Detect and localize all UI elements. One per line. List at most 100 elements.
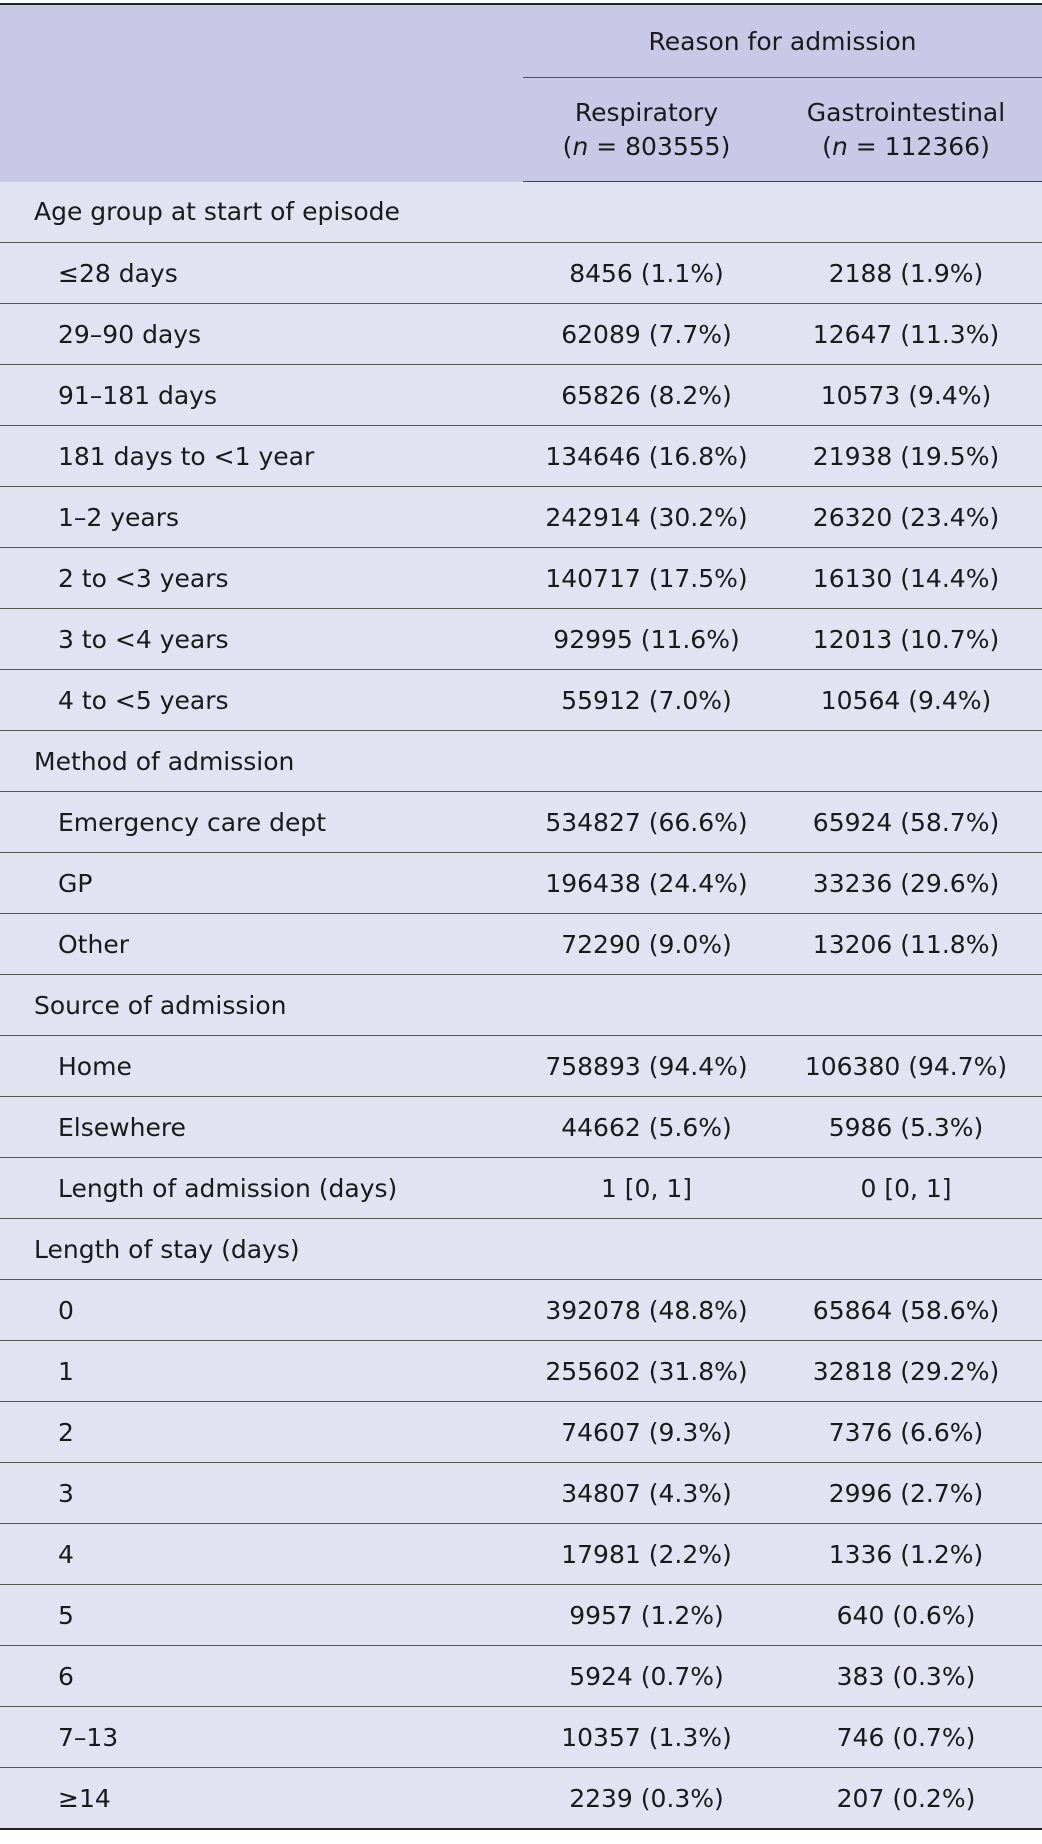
value-cell: 5986 (5.3%) <box>770 1096 1042 1158</box>
value-cell: 392078 (48.8%) <box>523 1279 770 1341</box>
empty-cell <box>770 1218 1042 1280</box>
data-row: Home 758893 (94.4%) 106380 (94.7%) <box>0 1035 1042 1097</box>
data-row: ≥14 2239 (0.3%) 207 (0.2%) <box>0 1768 1042 1830</box>
empty-cell <box>523 974 770 1036</box>
value-cell: 34807 (4.3%) <box>523 1462 770 1524</box>
corner-cell <box>0 4 523 182</box>
empty-cell <box>523 1218 770 1280</box>
value-cell: 10564 (9.4%) <box>770 669 1042 731</box>
data-row: Length of admission (days) 1 [0, 1] 0 [0, … <box>0 1157 1042 1219</box>
data-row: 181 days to <1 year 134646 (16.8%) 21938 (… <box>0 425 1042 487</box>
column-header: Respiratory (n = 803555) <box>523 77 770 182</box>
value-cell: 5924 (0.7%) <box>523 1645 770 1707</box>
data-row: 0 392078 (48.8%) 65864 (58.6%) <box>0 1279 1042 1341</box>
value-cell: 134646 (16.8%) <box>523 425 770 487</box>
row-label: 1 <box>0 1340 523 1402</box>
row-label: 7–13 <box>0 1706 523 1768</box>
value-cell: 21938 (19.5%) <box>770 425 1042 487</box>
data-row: 2 74607 (9.3%) 7376 (6.6%) <box>0 1401 1042 1463</box>
value-cell: 196438 (24.4%) <box>523 852 770 914</box>
row-label: Home <box>0 1035 523 1097</box>
row-label: GP <box>0 852 523 914</box>
value-cell: 1336 (1.2%) <box>770 1523 1042 1585</box>
data-row: 3 to <4 years 92995 (11.6%) 12013 (10.7%) <box>0 608 1042 670</box>
value-cell: 10573 (9.4%) <box>770 364 1042 426</box>
value-cell: 640 (0.6%) <box>770 1584 1042 1646</box>
section-row: Source of admission <box>0 974 1042 1036</box>
column-group-header: Reason for admission <box>523 4 1042 78</box>
row-label: 0 <box>0 1279 523 1341</box>
data-row: 29–90 days 62089 (7.7%) 12647 (11.3%) <box>0 303 1042 365</box>
value-cell: 16130 (14.4%) <box>770 547 1042 609</box>
page: {"header": {"group": "Reason for admissi… <box>0 3 1042 1844</box>
row-label: 29–90 days <box>0 303 523 365</box>
value-cell: 9957 (1.2%) <box>523 1584 770 1646</box>
value-cell: 55912 (7.0%) <box>523 669 770 731</box>
data-row: 5 9957 (1.2%) 640 (0.6%) <box>0 1584 1042 1646</box>
row-label: Emergency care dept <box>0 791 523 853</box>
row-label: 4 to <5 years <box>0 669 523 731</box>
row-label: ≤28 days <box>0 242 523 304</box>
data-row: Emergency care dept 534827 (66.6%) 65924 (… <box>0 791 1042 853</box>
empty-cell <box>770 974 1042 1036</box>
value-cell: 13206 (11.8%) <box>770 913 1042 975</box>
data-row: GP 196438 (24.4%) 33236 (29.6%) <box>0 852 1042 914</box>
data-row: 91–181 days 65826 (8.2%) 10573 (9.4%) <box>0 364 1042 426</box>
value-cell: 62089 (7.7%) <box>523 303 770 365</box>
section-row: Method of admission <box>0 730 1042 792</box>
value-cell: 140717 (17.5%) <box>523 547 770 609</box>
data-row: 6 5924 (0.7%) 383 (0.3%) <box>0 1645 1042 1707</box>
row-label: 3 <box>0 1462 523 1524</box>
value-cell: 7376 (6.6%) <box>770 1401 1042 1463</box>
section-title: Length of stay (days) <box>0 1218 523 1280</box>
value-cell: 26320 (23.4%) <box>770 486 1042 548</box>
value-cell: 92995 (11.6%) <box>523 608 770 670</box>
row-label: 2 to <3 years <box>0 547 523 609</box>
value-cell: 44662 (5.6%) <box>523 1096 770 1158</box>
value-cell: 2188 (1.9%) <box>770 242 1042 304</box>
value-cell: 65924 (58.7%) <box>770 791 1042 853</box>
value-cell: 0 [0, 1] <box>770 1157 1042 1219</box>
row-label: 2 <box>0 1401 523 1463</box>
value-cell: 12647 (11.3%) <box>770 303 1042 365</box>
column-count: (n = 112366) <box>822 131 990 161</box>
section-title: Age group at start of episode <box>0 181 523 243</box>
data-row: 4 17981 (2.2%) 1336 (1.2%) <box>0 1523 1042 1585</box>
data-row: Other 72290 (9.0%) 13206 (11.8%) <box>0 913 1042 975</box>
row-label: 181 days to <1 year <box>0 425 523 487</box>
column-header: Gastrointestinal (n = 112366) <box>770 77 1042 182</box>
empty-cell <box>770 730 1042 792</box>
row-label: 6 <box>0 1645 523 1707</box>
value-cell: 1 [0, 1] <box>523 1157 770 1219</box>
data-row: Elsewhere 44662 (5.6%) 5986 (5.3%) <box>0 1096 1042 1158</box>
empty-cell <box>523 181 770 243</box>
value-cell: 383 (0.3%) <box>770 1645 1042 1707</box>
empty-cell <box>523 730 770 792</box>
row-label: Elsewhere <box>0 1096 523 1158</box>
value-cell: 746 (0.7%) <box>770 1706 1042 1768</box>
value-cell: 33236 (29.6%) <box>770 852 1042 914</box>
value-cell: 72290 (9.0%) <box>523 913 770 975</box>
value-cell: 2996 (2.7%) <box>770 1462 1042 1524</box>
value-cell: 207 (0.2%) <box>836 1783 976 1813</box>
value-cell: 32818 (29.2%) <box>770 1340 1042 1402</box>
value-cell: 74607 (9.3%) <box>523 1401 770 1463</box>
data-row: 7–13 10357 (1.3%) 746 (0.7%) <box>0 1706 1042 1768</box>
data-row: 3 34807 (4.3%) 2996 (2.7%) <box>0 1462 1042 1524</box>
value-cell: 255602 (31.8%) <box>523 1340 770 1402</box>
column-count: (n = 803555) <box>562 131 731 161</box>
value-cell: 8456 (1.1%) <box>523 242 770 304</box>
data-row: ≤28 days 8456 (1.1%) 2188 (1.9%) <box>0 242 1042 304</box>
value-cell: 12013 (10.7%) <box>770 608 1042 670</box>
data-row: 2 to <3 years 140717 (17.5%) 16130 (14.4%) <box>0 547 1042 609</box>
section-title: Method of admission <box>0 730 523 792</box>
value-cell: 242914 (30.2%) <box>523 486 770 548</box>
empty-cell <box>770 181 1042 243</box>
column-name: Respiratory <box>574 97 719 127</box>
data-row: 1–2 years 242914 (30.2%) 26320 (23.4%) <box>0 486 1042 548</box>
section-row: Length of stay (days) <box>0 1218 1042 1280</box>
value-cell: 106380 (94.7%) <box>770 1035 1042 1097</box>
data-row: 1 255602 (31.8%) 32818 (29.2%) <box>0 1340 1042 1402</box>
admission-table: Reason for admission Respiratory (n = 803… <box>0 3 1042 1830</box>
row-label: Length of admission (days) <box>0 1157 523 1219</box>
